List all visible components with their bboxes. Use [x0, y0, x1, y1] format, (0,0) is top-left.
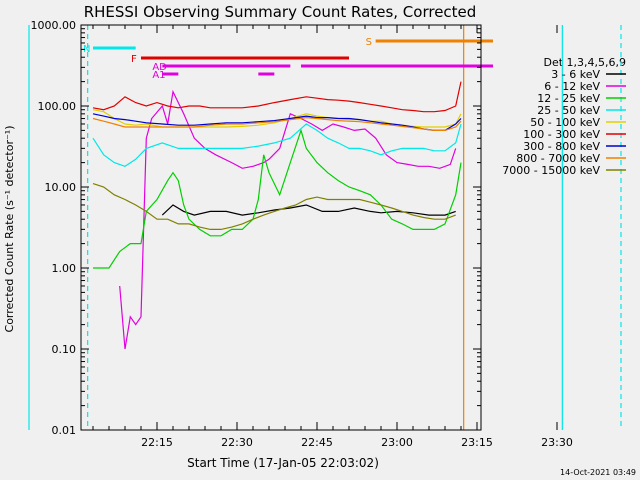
x-tick-label: 23:15 — [461, 436, 493, 449]
series-line-1 — [119, 89, 457, 350]
x-tick-label: 23:00 — [381, 436, 413, 449]
series-line-0 — [161, 204, 456, 216]
y-tick-label: 1000.00 — [31, 19, 77, 32]
axes-frame — [80, 24, 482, 431]
x-axis-label: Start Time (17-Jan-05 22:03:02) — [187, 456, 379, 470]
flag-label-a1: A1 — [152, 70, 165, 81]
series-line-5 — [92, 81, 462, 113]
flag-label-f: F — [131, 54, 137, 65]
series-line-2 — [93, 128, 462, 269]
legend-label-4: 50 - 100 keV — [530, 116, 600, 129]
x-tick-label: 22:30 — [221, 436, 253, 449]
y-tick-label: 0.10 — [52, 343, 77, 356]
legend-label-8: 7000 - 15000 keV — [502, 164, 600, 177]
legend-label-3: 25 - 50 keV — [537, 104, 600, 117]
y-tick-label: 100.00 — [38, 100, 77, 113]
y-tick-label: 10.00 — [45, 181, 77, 194]
axes: 1000.00 100.00 10.00 1.00 0.10 0.01 22:15 22:30… — [31, 19, 573, 449]
timestamp-annotation: 14-Oct-2021 03:49 — [560, 468, 636, 477]
series-line-8 — [92, 183, 456, 230]
series-line-3 — [92, 123, 462, 167]
series-line-4 — [92, 109, 462, 128]
x-tick-label: 23:30 — [541, 436, 573, 449]
legend-label-0: 3 - 6 keV — [551, 68, 600, 81]
series-line-6 — [92, 113, 462, 131]
flag-label-n: N — [83, 44, 90, 55]
x-tick-label: 22:15 — [141, 436, 173, 449]
legend-label-6: 300 - 800 keV — [523, 140, 600, 153]
legend-label-2: 12 - 25 keV — [537, 92, 600, 105]
y-axis-label: Corrected Count Rate (s⁻¹ detector⁻¹) — [3, 126, 16, 333]
legend-label-5: 100 - 300 keV — [523, 128, 600, 141]
series-line-7 — [92, 116, 462, 131]
x-tick-label: 22:45 — [301, 436, 333, 449]
flag-label-ad: AD — [152, 62, 167, 73]
flag-label-s: S — [366, 37, 372, 48]
legend-label-1: 6 - 12 keV — [544, 80, 600, 93]
legend-label-7: 800 - 7000 keV — [516, 152, 600, 165]
y-tick-label: 1.00 — [52, 262, 77, 275]
chart-title: RHESSI Observing Summary Count Rates, Co… — [84, 3, 477, 21]
legend-title: Det 1,3,4,5,6,9 — [543, 56, 626, 69]
y-tick-label: 0.01 — [52, 424, 77, 437]
